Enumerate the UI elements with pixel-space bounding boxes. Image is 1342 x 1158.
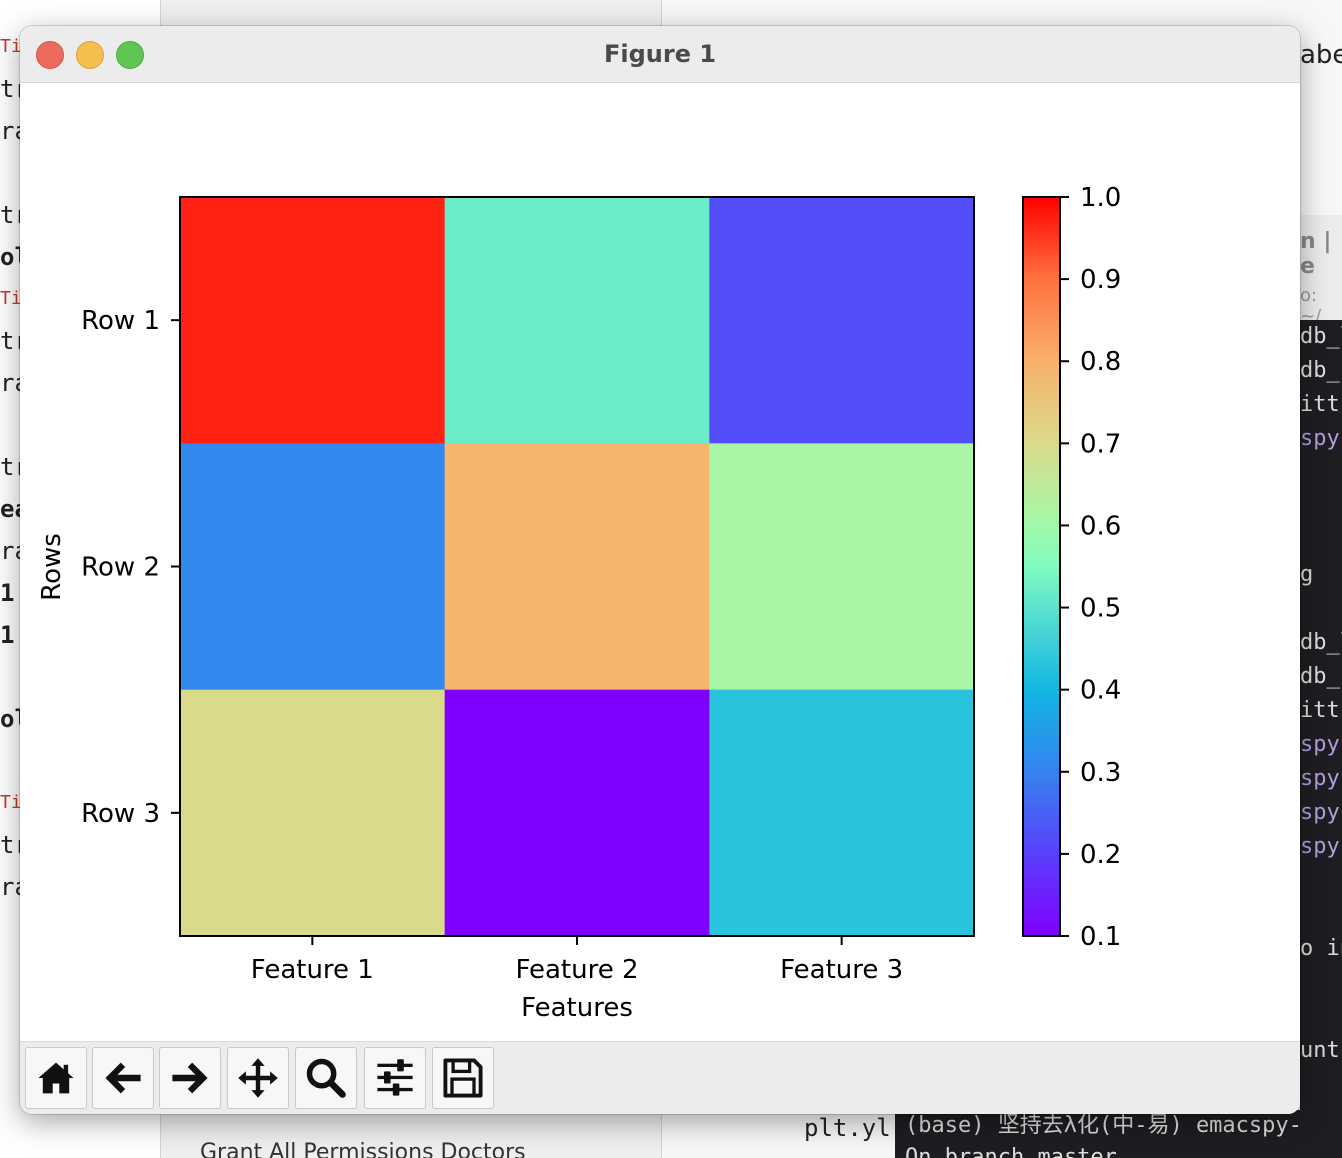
minimize-button[interactable] [76, 41, 104, 69]
heatmap-chart: Feature 1 Feature 2 Feature 3 Row 1 Row 2 Row… [37, 183, 1121, 1023]
colorbar-tick-label: 0.8 [1080, 347, 1121, 377]
terminal-line: spy- [1300, 800, 1342, 825]
terminal-line: itt [1300, 698, 1340, 723]
heatmap-cell [709, 197, 975, 444]
terminal-line: db_l [1300, 630, 1342, 655]
code-fragment: 1 [0, 579, 15, 607]
arrow-right-icon [172, 1062, 208, 1094]
x-tick-label: Feature 1 [251, 955, 374, 985]
zoom-button-tool[interactable] [295, 1047, 357, 1109]
close-button[interactable] [36, 41, 64, 69]
background-label-text: abel [1300, 40, 1342, 70]
terminal-line: spy- [1300, 834, 1342, 859]
colorbar-tick-label: 0.4 [1080, 676, 1121, 706]
code-fragment: Ti [0, 288, 22, 309]
title-bar[interactable]: Figure 1 [20, 26, 1300, 83]
forward-button[interactable] [159, 1047, 221, 1109]
terminal-line [1300, 456, 1342, 490]
terminal-line [1300, 592, 1342, 626]
heatmap-cell [180, 443, 446, 691]
colorbar-tick-label: 0.7 [1080, 429, 1121, 459]
code-fragment: 1 [0, 621, 15, 649]
terminal-line-2: On branch master [905, 1145, 1117, 1158]
background-terminal: db_ldb_sittspy- g db_ldb_sittspy-spy-spy… [1300, 320, 1342, 1158]
configure-subplots-button[interactable] [364, 1047, 426, 1109]
x-tick-label: Feature 2 [515, 955, 638, 985]
terminal-line: spy- [1300, 766, 1342, 791]
terminal-line [1300, 524, 1342, 558]
heatmap-cell [709, 443, 975, 691]
terminal-header-title: n | e [1300, 229, 1332, 279]
terminal-line: db_s [1300, 664, 1342, 689]
colorbar-tick-label: 1.0 [1080, 183, 1121, 213]
colorbar-tick-label: 0.2 [1080, 840, 1121, 870]
terminal-line [1300, 898, 1342, 932]
sliders-icon [377, 1059, 413, 1096]
heatmap-cell [180, 689, 446, 937]
y-tick-label: Row 3 [81, 799, 160, 829]
code-fragment: Ti [0, 792, 22, 813]
colorbar [1022, 196, 1061, 937]
terminal-prompt-text: (base) 坚持去λ化(中-易) emacspy- [905, 1113, 1302, 1138]
heatmap-cell [444, 689, 710, 937]
terminal-line: db_l [1300, 324, 1342, 349]
figure-canvas[interactable]: Feature 1 Feature 2 Feature 3 Row 1 Row 2 Row… [20, 83, 1300, 1041]
heatmap-cell [180, 197, 446, 444]
background-terminal-header: n | e o: ~/ [1300, 215, 1342, 327]
save-button[interactable] [432, 1047, 494, 1109]
heatmap-cell [444, 443, 710, 691]
window-title: Figure 1 [603, 40, 717, 68]
terminal-line: g [1300, 562, 1314, 587]
background-mid-text: Grant All Permissions Doctors [200, 1140, 526, 1158]
background-terminal-prompt: (base) 坚持去λ化(中-易) emacspy- On branch mas… [895, 1110, 1342, 1158]
home-icon [38, 1062, 74, 1094]
floppy-disk-icon [443, 1058, 483, 1098]
background-code-line: plt.yl [804, 1114, 891, 1142]
colorbar-tick-label: 0.1 [1080, 922, 1121, 952]
navigation-toolbar [20, 1041, 1300, 1114]
terminal-line: spy- [1300, 426, 1342, 451]
pan-button[interactable] [227, 1047, 289, 1109]
terminal-line [1300, 1000, 1342, 1034]
terminal-line [1300, 864, 1342, 898]
terminal-line: itt [1300, 392, 1340, 417]
heatmap-cell [709, 689, 975, 937]
arrow-left-icon [105, 1062, 141, 1094]
heatmap-cell [444, 197, 710, 444]
terminal-line [1300, 490, 1342, 524]
magnifier-icon [306, 1058, 346, 1098]
figure-window: Figure 1 [20, 26, 1300, 1114]
terminal-line [1300, 966, 1342, 1000]
colorbar-tick-label: 0.6 [1080, 511, 1121, 541]
y-tick-label: Row 1 [81, 306, 160, 336]
code-fragment: Ti [0, 36, 22, 57]
move-icon [238, 1058, 278, 1098]
home-button[interactable] [25, 1047, 87, 1109]
terminal-line: o in [1300, 936, 1342, 961]
colorbar-tick-label: 0.3 [1080, 758, 1121, 788]
x-tick-label: Feature 3 [780, 955, 903, 985]
back-button[interactable] [92, 1047, 154, 1109]
terminal-line: untr [1300, 1038, 1342, 1063]
colorbar-tick-label: 0.5 [1080, 594, 1121, 624]
y-axis-label: Rows [37, 533, 67, 601]
y-tick-label: Row 2 [81, 553, 160, 583]
terminal-line: db_s [1300, 358, 1342, 383]
terminal-line: spy- [1300, 732, 1342, 757]
colorbar-tick-label: 0.9 [1080, 265, 1121, 295]
x-axis-label: Features [521, 993, 633, 1023]
zoom-button[interactable] [116, 41, 144, 69]
